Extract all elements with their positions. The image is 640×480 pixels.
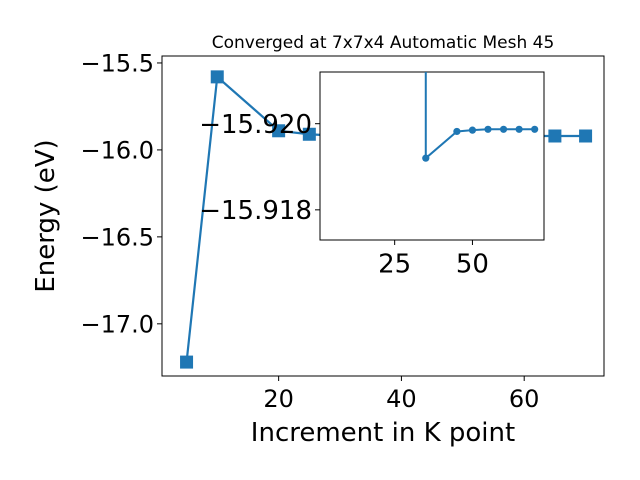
main-x-tick-label: 20 bbox=[263, 385, 294, 413]
inset-data-point bbox=[468, 126, 477, 134]
main-x-tick-label: 60 bbox=[509, 385, 540, 413]
main-data-point bbox=[180, 355, 194, 369]
inset-x-tick-label: 25 bbox=[378, 250, 411, 280]
main-y-tick-label: −16.5 bbox=[80, 224, 154, 252]
main-y-tick-label: −16.0 bbox=[80, 137, 154, 165]
inset-data-point bbox=[453, 127, 461, 136]
chart-title: Converged at 7x7x4 Automatic Mesh 45 bbox=[212, 33, 555, 53]
main-data-point bbox=[210, 70, 224, 84]
inset-axis-ticks: 25 50 −15.920 −15.918 bbox=[199, 110, 489, 280]
inset-plot-area bbox=[319, 71, 545, 241]
main-data-point bbox=[579, 129, 593, 143]
inset-data-point bbox=[484, 125, 492, 133]
inset-data-point bbox=[531, 125, 539, 133]
main-y-tick-label: −15.5 bbox=[80, 50, 154, 78]
inset-y-tick-label: −15.920 bbox=[199, 110, 312, 140]
main-y-tick-label: −17.0 bbox=[80, 310, 154, 338]
x-axis-label: Increment in K point bbox=[251, 418, 515, 448]
main-data-point bbox=[302, 127, 316, 141]
y-axis-label: Energy (eV) bbox=[31, 139, 61, 292]
main-data-point bbox=[548, 129, 562, 143]
main-x-tick-label: 40 bbox=[386, 385, 417, 413]
inset-y-tick-label: −15.918 bbox=[199, 196, 312, 226]
main-axis-ticks: 20 40 60 −17.0 −16.5 −16.0 −15.5 bbox=[80, 50, 539, 413]
inset-x-tick-label: 50 bbox=[456, 250, 489, 280]
inset-data-point bbox=[422, 154, 430, 162]
inset-data-point bbox=[499, 125, 508, 133]
main-data-point bbox=[272, 124, 286, 138]
inset-series bbox=[422, 72, 539, 162]
inset-data-point bbox=[515, 125, 523, 133]
